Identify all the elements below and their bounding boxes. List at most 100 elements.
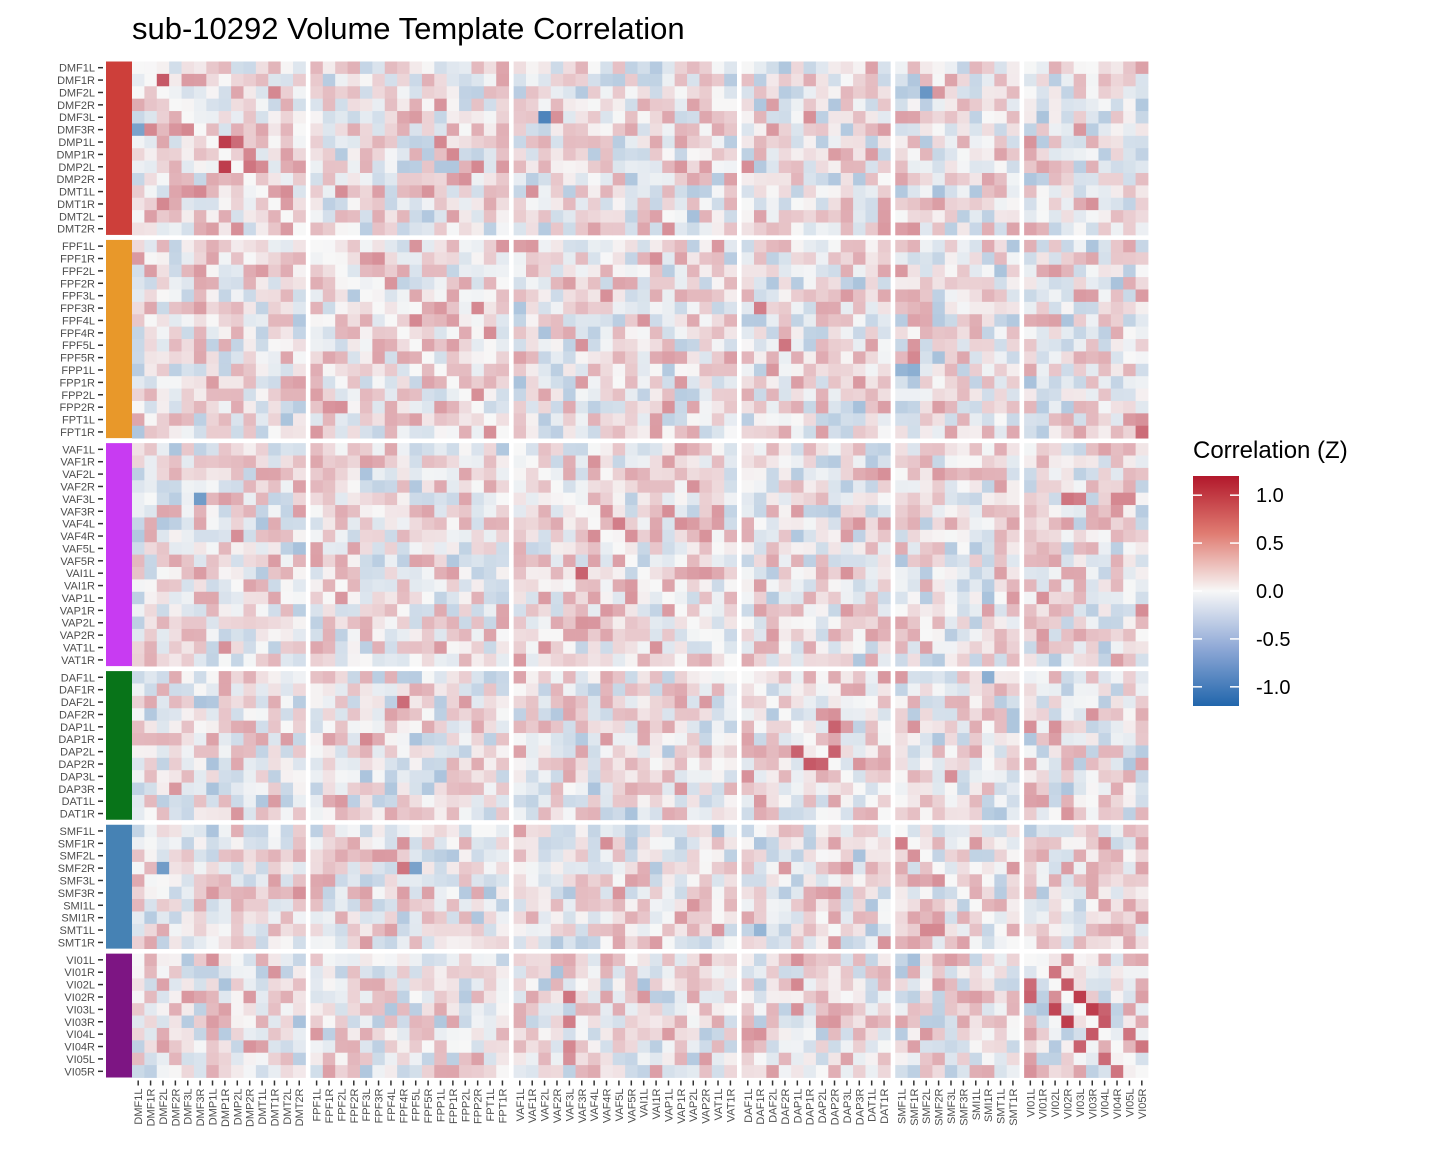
heatmap-cell	[699, 160, 713, 174]
heatmap-cell	[397, 301, 410, 315]
heatmap-cell	[1061, 671, 1075, 684]
heatmap-cell	[193, 277, 207, 290]
heatmap-cell	[724, 61, 737, 75]
heatmap-cell	[434, 61, 448, 75]
heatmap-cell	[753, 160, 767, 174]
heatmap-cell	[1135, 824, 1149, 838]
heatmap-cell	[994, 683, 1008, 697]
heatmap-cell	[920, 616, 933, 630]
heatmap-cell	[600, 443, 614, 456]
heatmap-cell	[778, 443, 792, 456]
heatmap-cell	[218, 148, 232, 161]
heatmap-cell	[280, 455, 294, 469]
heatmap-cell	[526, 210, 539, 223]
heatmap-cell	[550, 172, 564, 186]
heatmap-cell	[625, 160, 638, 174]
heatmap-cell	[268, 61, 282, 75]
heatmap-cell	[957, 616, 970, 630]
heatmap-cell	[711, 413, 725, 427]
heatmap-cell	[231, 794, 244, 808]
heatmap-cell	[1086, 708, 1099, 722]
heatmap-cell	[587, 849, 601, 863]
heatmap-cell	[699, 277, 713, 290]
heatmap-cell	[766, 264, 780, 278]
heatmap-cell	[1036, 554, 1050, 568]
heatmap-cell	[310, 443, 324, 456]
heatmap-cell	[741, 413, 755, 427]
heatmap-cell	[815, 314, 829, 328]
heatmap-cell	[877, 351, 891, 365]
heatmap-cell	[206, 770, 220, 783]
heatmap-cell	[994, 733, 1008, 746]
heatmap-cell	[828, 467, 842, 481]
heatmap-cell	[766, 794, 780, 808]
heatmap-cell	[741, 641, 755, 655]
heatmap-cell	[957, 745, 970, 759]
heatmap-cell	[384, 239, 398, 253]
heatmap-cell	[1098, 239, 1112, 253]
heatmap-cell	[255, 239, 269, 253]
heatmap-cell	[1006, 400, 1020, 414]
heatmap-cell	[132, 683, 145, 697]
heatmap-cell	[944, 770, 958, 783]
heatmap-cell	[625, 443, 638, 456]
heatmap-cell	[907, 591, 921, 605]
heatmap-cell	[335, 73, 348, 87]
heatmap-cell	[459, 641, 472, 655]
heatmap-cell	[421, 289, 435, 303]
heatmap-cell	[310, 376, 324, 389]
heatmap-cell	[840, 148, 854, 161]
heatmap-cell	[895, 671, 909, 684]
heatmap-cell	[483, 467, 497, 481]
heatmap-cell	[803, 222, 817, 236]
heatmap-cell	[711, 591, 725, 605]
heatmap-cell	[483, 671, 497, 684]
heatmap-cell	[397, 628, 410, 642]
heatmap-cell	[421, 745, 435, 759]
heatmap-cell	[895, 98, 909, 112]
heatmap-cell	[853, 708, 866, 722]
heatmap-cell	[575, 492, 589, 506]
heatmap-cell	[231, 73, 244, 87]
heatmap-cell	[1123, 794, 1137, 808]
heatmap-cell	[791, 443, 804, 456]
heatmap-cell	[637, 314, 651, 328]
heatmap-cell	[711, 567, 725, 580]
heatmap-cell	[347, 695, 361, 709]
heatmap-cell	[255, 492, 269, 506]
heatmap-cell	[409, 239, 423, 253]
heatmap-cell	[895, 123, 909, 137]
heatmap-cell	[421, 807, 435, 821]
heatmap-cell	[483, 148, 497, 161]
heatmap-cell	[803, 628, 817, 642]
heatmap-cell	[335, 264, 348, 278]
heatmap-cell	[907, 98, 921, 112]
heatmap-cell	[1036, 363, 1050, 377]
heatmap-cell	[1086, 770, 1099, 783]
heatmap-cell	[496, 554, 510, 568]
heatmap-cell	[637, 185, 651, 199]
heatmap-cell	[132, 172, 145, 186]
heatmap-cell	[612, 239, 626, 253]
heatmap-cell	[815, 277, 829, 290]
heatmap-cell	[1036, 197, 1050, 211]
heatmap-cell	[156, 720, 170, 734]
heatmap-cell	[526, 616, 539, 630]
heatmap-cell	[637, 455, 651, 469]
heatmap-cell	[446, 135, 460, 149]
heatmap-cell	[231, 708, 244, 722]
heatmap-cell	[446, 837, 460, 850]
heatmap-cell	[132, 467, 145, 481]
heatmap-cell	[496, 782, 510, 796]
heatmap-cell	[1024, 837, 1037, 850]
heatmap-cell	[1135, 671, 1149, 684]
heatmap-cell	[1036, 376, 1050, 389]
heatmap-cell	[1110, 252, 1124, 266]
heatmap-cell	[526, 733, 539, 746]
heatmap-cell	[446, 807, 460, 821]
heatmap-cell	[231, 733, 244, 746]
heatmap-cell	[920, 148, 933, 161]
heatmap-cell	[1110, 363, 1124, 377]
heatmap-cell	[766, 467, 780, 481]
heatmap-cell	[920, 301, 933, 315]
